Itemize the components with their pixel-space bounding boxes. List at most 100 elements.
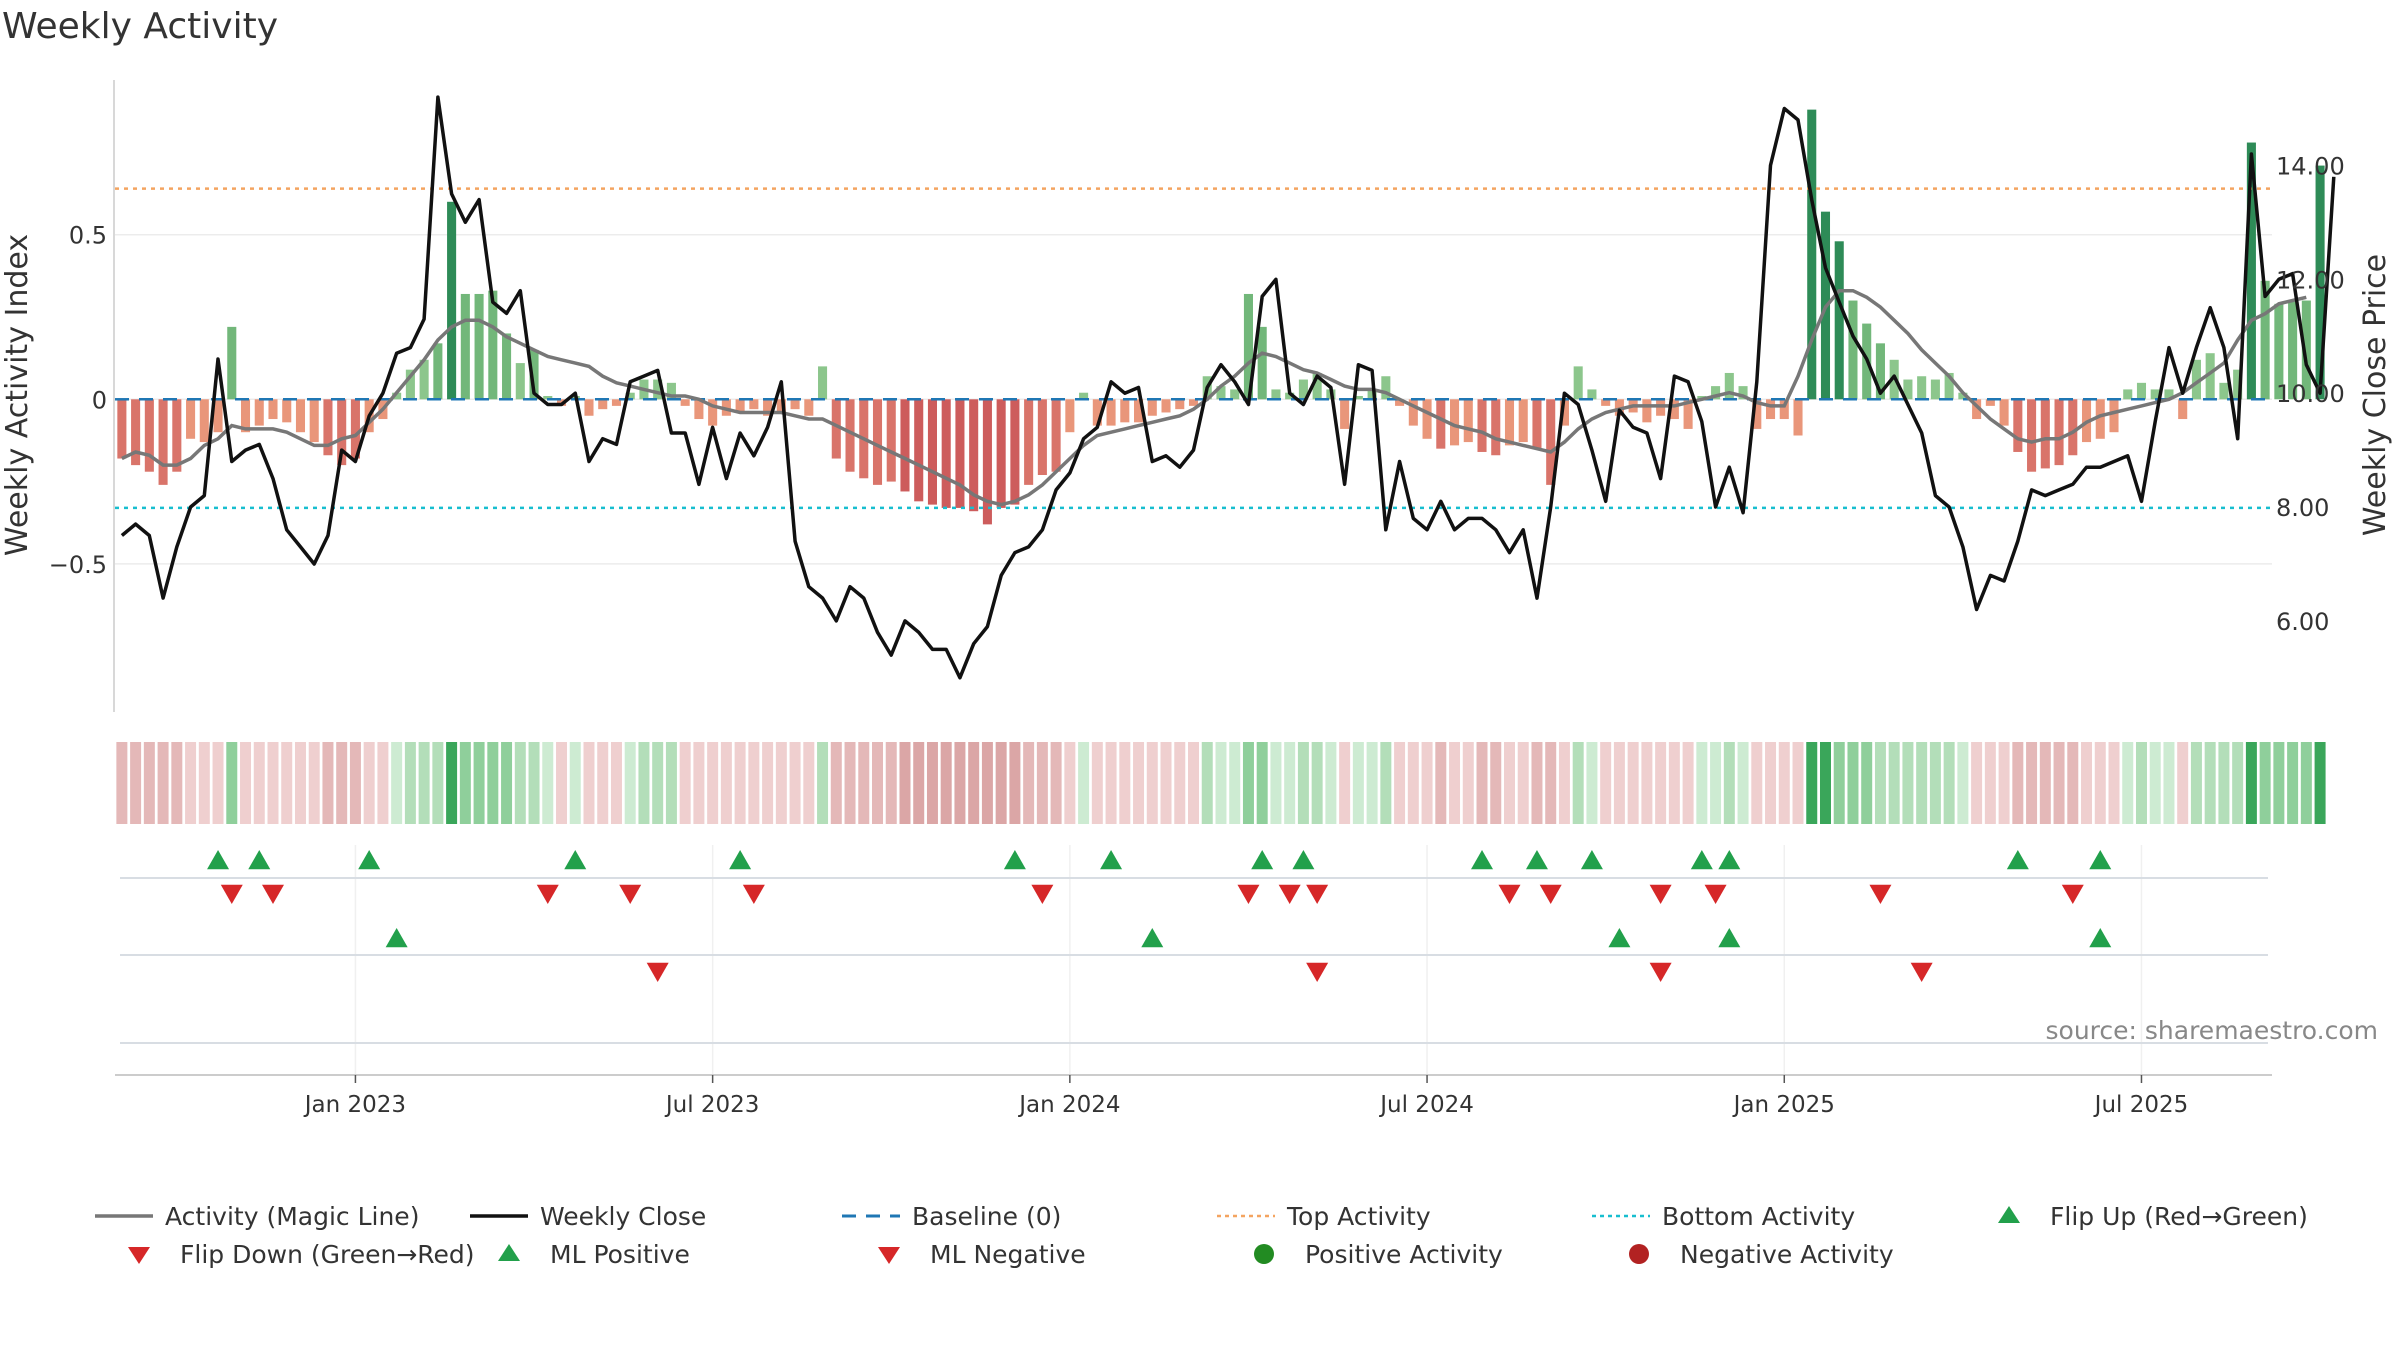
activity-bar: [2109, 399, 2119, 433]
activity-bar: [350, 399, 360, 459]
activity-bar: [543, 396, 553, 400]
heat-cell: [1421, 742, 1433, 824]
legend-dot-icon: [1629, 1244, 1649, 1264]
activity-bar: [2219, 382, 2229, 400]
heat-cell: [1503, 742, 1515, 824]
activity-bar: [2136, 382, 2147, 400]
activity-bar: [131, 399, 141, 466]
activity-bar: [227, 326, 237, 400]
flip-up-marker: [1251, 850, 1274, 870]
legend-symbol: [128, 1247, 150, 1264]
activity-bar: [611, 399, 622, 406]
legend-symbol: [842, 1214, 900, 1218]
heat-cell: [762, 742, 774, 824]
legend-symbol: [498, 1244, 520, 1261]
heat-cell: [1971, 742, 1983, 824]
heat-cell: [2149, 742, 2161, 824]
heat-cell: [446, 742, 458, 824]
activity-bar: [337, 399, 347, 466]
legend-symbol: [470, 1214, 528, 1218]
heat-cell: [954, 742, 966, 824]
activity-bar: [1175, 399, 1185, 410]
heat-cell: [1682, 742, 1694, 824]
heat-cell: [294, 742, 306, 824]
heat-cell: [817, 742, 829, 824]
activity-bar: [2054, 399, 2064, 466]
activity-bar: [1381, 376, 1391, 400]
heat-cell: [775, 742, 787, 824]
activity-bar: [804, 399, 814, 416]
heat-cell: [1861, 742, 1873, 824]
heat-cell: [2287, 742, 2299, 824]
activity-bar: [1395, 399, 1405, 406]
activity-bar: [1092, 399, 1102, 426]
legend-label: ML Positive: [550, 1239, 690, 1269]
heat-cell: [2273, 742, 2285, 824]
heat-cell: [1297, 742, 1309, 824]
heat-cell: [1751, 742, 1763, 824]
activity-bar: [2205, 353, 2215, 400]
flip-down-marker: [1498, 884, 1521, 904]
flip-up-marker: [1690, 850, 1713, 870]
heat-cell: [2039, 742, 2051, 824]
heat-cell: [1792, 742, 1804, 824]
heat-cell: [240, 742, 252, 824]
heat-cell: [1215, 742, 1227, 824]
heat-cell: [1449, 742, 1461, 824]
activity-bar: [2040, 399, 2050, 469]
heat-cell: [198, 742, 210, 824]
heat-cell: [501, 742, 513, 824]
activity-bar: [1669, 399, 1679, 420]
heat-cell: [1874, 742, 1886, 824]
activity-bar: [1559, 399, 1569, 426]
heat-cell: [2135, 742, 2147, 824]
activity-bar: [1573, 366, 1583, 400]
activity-bar: [818, 366, 828, 400]
activity-bar: [763, 399, 773, 416]
activity-bar: [1642, 399, 1652, 423]
activity-bar: [268, 399, 278, 420]
heat-cell: [2122, 742, 2134, 824]
activity-bar: [1546, 399, 1556, 485]
activity-bar: [708, 399, 718, 426]
y-tick-label-left: 0: [92, 386, 107, 414]
activity-bar: [2095, 399, 2105, 439]
activity-bar: [1051, 399, 1061, 472]
legend-item: Flip Down (Green→Red): [108, 1236, 475, 1272]
heat-cell: [418, 742, 430, 824]
activity-bar: [680, 399, 690, 406]
activity-bar: [1147, 399, 1157, 416]
heat-cell: [1091, 742, 1103, 824]
x-tick-label: Jan 2024: [1017, 1092, 1120, 1118]
activity-bar: [1436, 399, 1446, 449]
heat-cell: [130, 742, 142, 824]
flip-down-marker: [1539, 884, 1562, 904]
activity-bar: [1738, 386, 1748, 400]
heat-cell: [185, 742, 197, 824]
flip-down-marker: [1704, 884, 1727, 904]
legend-item: Flip Up (Red→Green): [1978, 1198, 2308, 1234]
flip-down-marker: [261, 884, 284, 904]
flip-down-marker: [1278, 884, 1301, 904]
heat-cell: [1105, 742, 1117, 824]
heat-cell: [1407, 742, 1419, 824]
heat-cell: [844, 742, 856, 824]
activity-bar: [254, 399, 264, 426]
heat-cell: [2081, 742, 2093, 824]
activity-bar: [1120, 399, 1130, 423]
heat-cell: [885, 742, 897, 824]
heat-cell: [404, 742, 416, 824]
legend-item: Activity (Magic Line): [93, 1198, 419, 1234]
activity-bar: [1518, 399, 1528, 443]
activity-bar: [598, 399, 608, 410]
heat-cell: [995, 742, 1007, 824]
magic-line: [121, 288, 2307, 507]
activity-bar: [1504, 399, 1515, 446]
activity-bar: [213, 399, 223, 433]
flip-down-marker: [1869, 884, 1892, 904]
heat-cell: [1984, 742, 1996, 824]
activity-bar: [790, 399, 800, 410]
legend-label: Top Activity: [1287, 1201, 1431, 1231]
flip-up-marker: [1003, 850, 1026, 870]
heat-cell: [116, 742, 128, 824]
